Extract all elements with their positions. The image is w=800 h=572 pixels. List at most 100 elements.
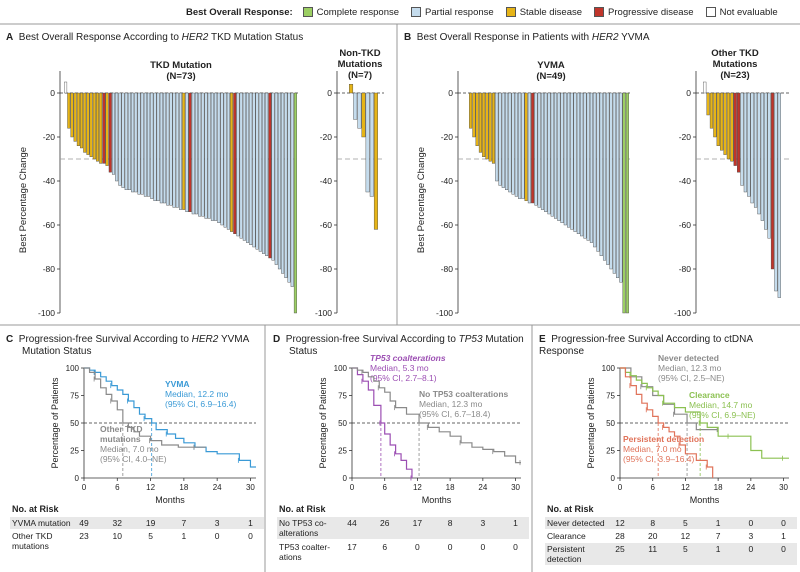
bar	[140, 92, 144, 195]
bar	[207, 92, 211, 219]
panel-a-letter: A	[6, 32, 14, 43]
legend: Best Overall Response: Complete response…	[186, 4, 790, 20]
y-tick-label: -20	[679, 132, 692, 142]
bar	[349, 83, 354, 94]
risk-value: 6	[382, 542, 387, 552]
bar	[547, 92, 551, 215]
bar	[753, 92, 758, 208]
risk-value: 8	[650, 518, 655, 528]
x-axis-label: Months	[422, 495, 452, 505]
bar	[501, 92, 505, 188]
chart-subtitle: Mutations	[338, 59, 383, 70]
y-tick-label: 25	[338, 447, 347, 456]
bar	[115, 92, 119, 182]
y-tick-label: -60	[320, 220, 333, 230]
panel-d-gene: TP53	[458, 334, 483, 345]
bar	[365, 92, 370, 193]
risk-row-bg	[10, 530, 264, 552]
risk-value: 1	[716, 518, 721, 528]
bar	[593, 92, 597, 248]
bar	[284, 92, 288, 279]
risk-row-label: No TP53 co-	[279, 518, 327, 528]
bar	[220, 92, 224, 226]
series-label: Never detected	[658, 353, 719, 363]
bar	[131, 92, 135, 193]
bar	[740, 92, 744, 186]
series-median-label: (95% CI, 6.9–16.4)	[165, 399, 237, 409]
bar	[223, 92, 227, 228]
bar	[92, 92, 96, 160]
risk-value: 26	[380, 518, 390, 528]
x-tick-label: 12	[146, 483, 155, 492]
bar	[353, 92, 358, 120]
series-label: YVMA	[165, 379, 190, 389]
x-tick-label: 0	[82, 483, 87, 492]
bar	[258, 92, 262, 252]
legend-swatch	[505, 7, 516, 17]
y-tick-label: -100	[315, 308, 332, 318]
legend-swatch	[594, 7, 605, 17]
bar	[83, 92, 87, 153]
y-tick-label: 0	[343, 474, 348, 483]
x-tick-label: 24	[213, 483, 222, 492]
bar	[281, 92, 285, 274]
bar	[498, 92, 502, 186]
series-label: No TP53 coalterations	[419, 389, 509, 399]
y-tick-label: -40	[43, 176, 56, 186]
legend-item-stable: Stable disease	[505, 7, 582, 18]
risk-value: 0	[215, 531, 220, 541]
bar	[733, 92, 737, 166]
risk-value: 0	[781, 518, 786, 528]
bar	[169, 92, 173, 206]
chart-title: Other TKD	[711, 48, 759, 59]
y-tick-label: -20	[441, 132, 454, 142]
legend-swatch	[302, 7, 313, 17]
x-tick-label: 0	[350, 483, 355, 492]
panel-d-letter: D	[273, 334, 281, 345]
risk-row-label: Other TKD	[12, 531, 52, 541]
bar	[261, 92, 265, 254]
legend-item-complete: Complete response	[302, 6, 400, 18]
bar	[166, 92, 170, 206]
bar	[191, 92, 195, 215]
bar	[242, 92, 246, 241]
risk-value: 7	[182, 518, 187, 528]
x-tick-label: 6	[115, 483, 120, 492]
panel-c-title-text: Progression-free Survival According to	[18, 334, 192, 345]
risk-row-label: ations	[279, 552, 302, 562]
bar	[147, 92, 151, 197]
legend-swatch	[705, 7, 716, 17]
risk-value: 0	[248, 531, 253, 541]
bar	[156, 92, 160, 202]
bar	[277, 92, 281, 270]
risk-row-label: Never detected	[547, 518, 605, 528]
series-median-label: (95% CI, 4.0–NE)	[100, 454, 167, 464]
bar	[357, 92, 362, 129]
y-tick-label: -20	[43, 132, 56, 142]
risk-value: 0	[448, 542, 453, 552]
bar	[609, 92, 613, 270]
y-tick-label: 0	[75, 474, 80, 483]
bar	[703, 81, 707, 94]
y-axis-label: Percentage of Patients	[50, 377, 60, 469]
risk-value: 0	[781, 544, 786, 554]
risk-row-bg	[277, 541, 529, 563]
bar	[76, 92, 80, 146]
chart-title: Non-TKD	[339, 48, 380, 59]
bar	[767, 92, 771, 239]
bar	[716, 92, 720, 146]
bar	[743, 92, 747, 193]
y-tick-label: 100	[334, 364, 348, 373]
bar	[194, 92, 198, 215]
bar	[720, 92, 724, 151]
bar	[73, 92, 77, 142]
bar	[185, 92, 189, 213]
y-tick-label: -40	[320, 176, 333, 186]
y-tick-label: 100	[66, 364, 80, 373]
x-tick-label: 6	[650, 483, 655, 492]
legend-label: Complete response	[316, 6, 400, 18]
y-axis-label: Percentage of Patients	[586, 377, 596, 469]
x-tick-label: 12	[413, 483, 422, 492]
risk-value: 1	[513, 518, 518, 528]
chart-subtitle: (N=49)	[536, 71, 565, 82]
